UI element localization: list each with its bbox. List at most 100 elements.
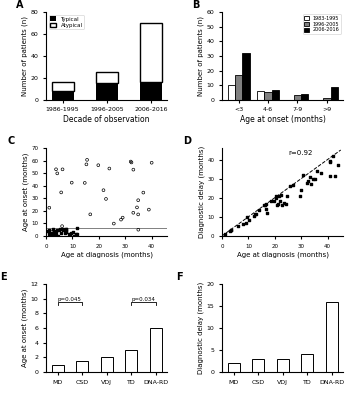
Point — [235, 223, 241, 229]
Point — [297, 193, 303, 200]
X-axis label: Age at diagnosis (months): Age at diagnosis (months) — [237, 251, 329, 258]
Point — [330, 153, 335, 159]
Text: A: A — [16, 0, 23, 10]
Bar — [326, 302, 338, 372]
Text: D: D — [183, 136, 191, 146]
Point — [50, 226, 56, 232]
Point — [332, 173, 338, 179]
Point — [146, 206, 152, 213]
Point — [46, 229, 52, 235]
Point — [120, 214, 126, 221]
Point — [256, 206, 262, 213]
Bar — [228, 85, 235, 100]
Point — [69, 180, 75, 186]
Point — [312, 176, 318, 183]
Text: E: E — [0, 272, 6, 282]
Point — [49, 228, 55, 235]
Point — [134, 204, 140, 211]
Point — [46, 227, 52, 233]
Point — [50, 231, 56, 238]
Bar — [272, 90, 279, 100]
Point — [84, 157, 90, 163]
Point — [56, 227, 62, 233]
Point — [300, 172, 306, 178]
Point — [319, 170, 324, 176]
Point — [246, 217, 252, 223]
Bar — [294, 96, 301, 100]
Y-axis label: Age at onset (months): Age at onset (months) — [21, 289, 28, 367]
Point — [60, 166, 65, 172]
Point — [67, 232, 72, 238]
Point — [287, 183, 293, 189]
Bar — [150, 328, 162, 372]
Point — [274, 202, 279, 208]
Point — [61, 226, 66, 232]
Point — [222, 231, 228, 237]
Point — [53, 228, 59, 235]
Point — [82, 180, 87, 186]
Legend: 1983-1995, 1996-2005, 2006-2016: 1983-1995, 1996-2005, 2006-2016 — [303, 14, 341, 34]
Point — [307, 174, 313, 180]
Y-axis label: Diagnostic delay (months): Diagnostic delay (months) — [197, 282, 204, 374]
Bar — [276, 359, 289, 372]
Bar — [228, 363, 240, 372]
Point — [55, 170, 60, 176]
Point — [60, 226, 66, 233]
Point — [308, 180, 314, 187]
Bar — [101, 357, 113, 372]
Point — [111, 220, 117, 227]
Point — [46, 230, 52, 237]
Bar — [140, 23, 162, 82]
Point — [261, 202, 267, 208]
Bar — [52, 365, 64, 372]
Point — [68, 230, 74, 236]
Point — [49, 229, 55, 236]
Text: r=0.92: r=0.92 — [289, 150, 313, 156]
Point — [74, 225, 79, 232]
Bar — [96, 83, 118, 100]
Point — [45, 228, 51, 234]
Point — [279, 192, 284, 199]
Point — [58, 226, 63, 232]
Point — [273, 194, 279, 201]
Point — [131, 210, 136, 216]
Point — [291, 181, 296, 188]
Point — [253, 210, 259, 217]
Bar — [264, 92, 272, 100]
Point — [74, 230, 80, 237]
Point — [63, 226, 69, 232]
Point — [131, 166, 136, 173]
Bar — [301, 94, 308, 100]
Bar — [301, 354, 313, 372]
Point — [56, 232, 61, 239]
Bar — [331, 87, 338, 100]
Bar — [96, 72, 118, 83]
Point — [63, 228, 68, 234]
Point — [252, 210, 258, 217]
Point — [46, 204, 52, 211]
Point — [49, 232, 55, 238]
Point — [50, 232, 55, 238]
X-axis label: Age at onset (months): Age at onset (months) — [240, 115, 326, 124]
Point — [251, 212, 257, 219]
Point — [118, 216, 124, 223]
Point — [63, 230, 68, 236]
Point — [84, 161, 89, 168]
Point — [315, 168, 320, 174]
Point — [135, 197, 141, 204]
Point — [284, 192, 290, 199]
Bar — [235, 75, 242, 100]
Point — [281, 200, 287, 206]
Point — [299, 186, 304, 193]
X-axis label: Decade of observation: Decade of observation — [63, 115, 150, 124]
X-axis label: Age at diagnosis (months): Age at diagnosis (months) — [61, 251, 153, 258]
Y-axis label: Number of patients (n): Number of patients (n) — [197, 16, 204, 96]
Bar — [76, 361, 88, 372]
Point — [63, 226, 68, 232]
Point — [58, 230, 64, 237]
Point — [71, 232, 76, 239]
Text: p=0.045: p=0.045 — [58, 297, 82, 302]
Bar — [52, 91, 74, 100]
Point — [263, 202, 268, 208]
Point — [63, 229, 69, 235]
